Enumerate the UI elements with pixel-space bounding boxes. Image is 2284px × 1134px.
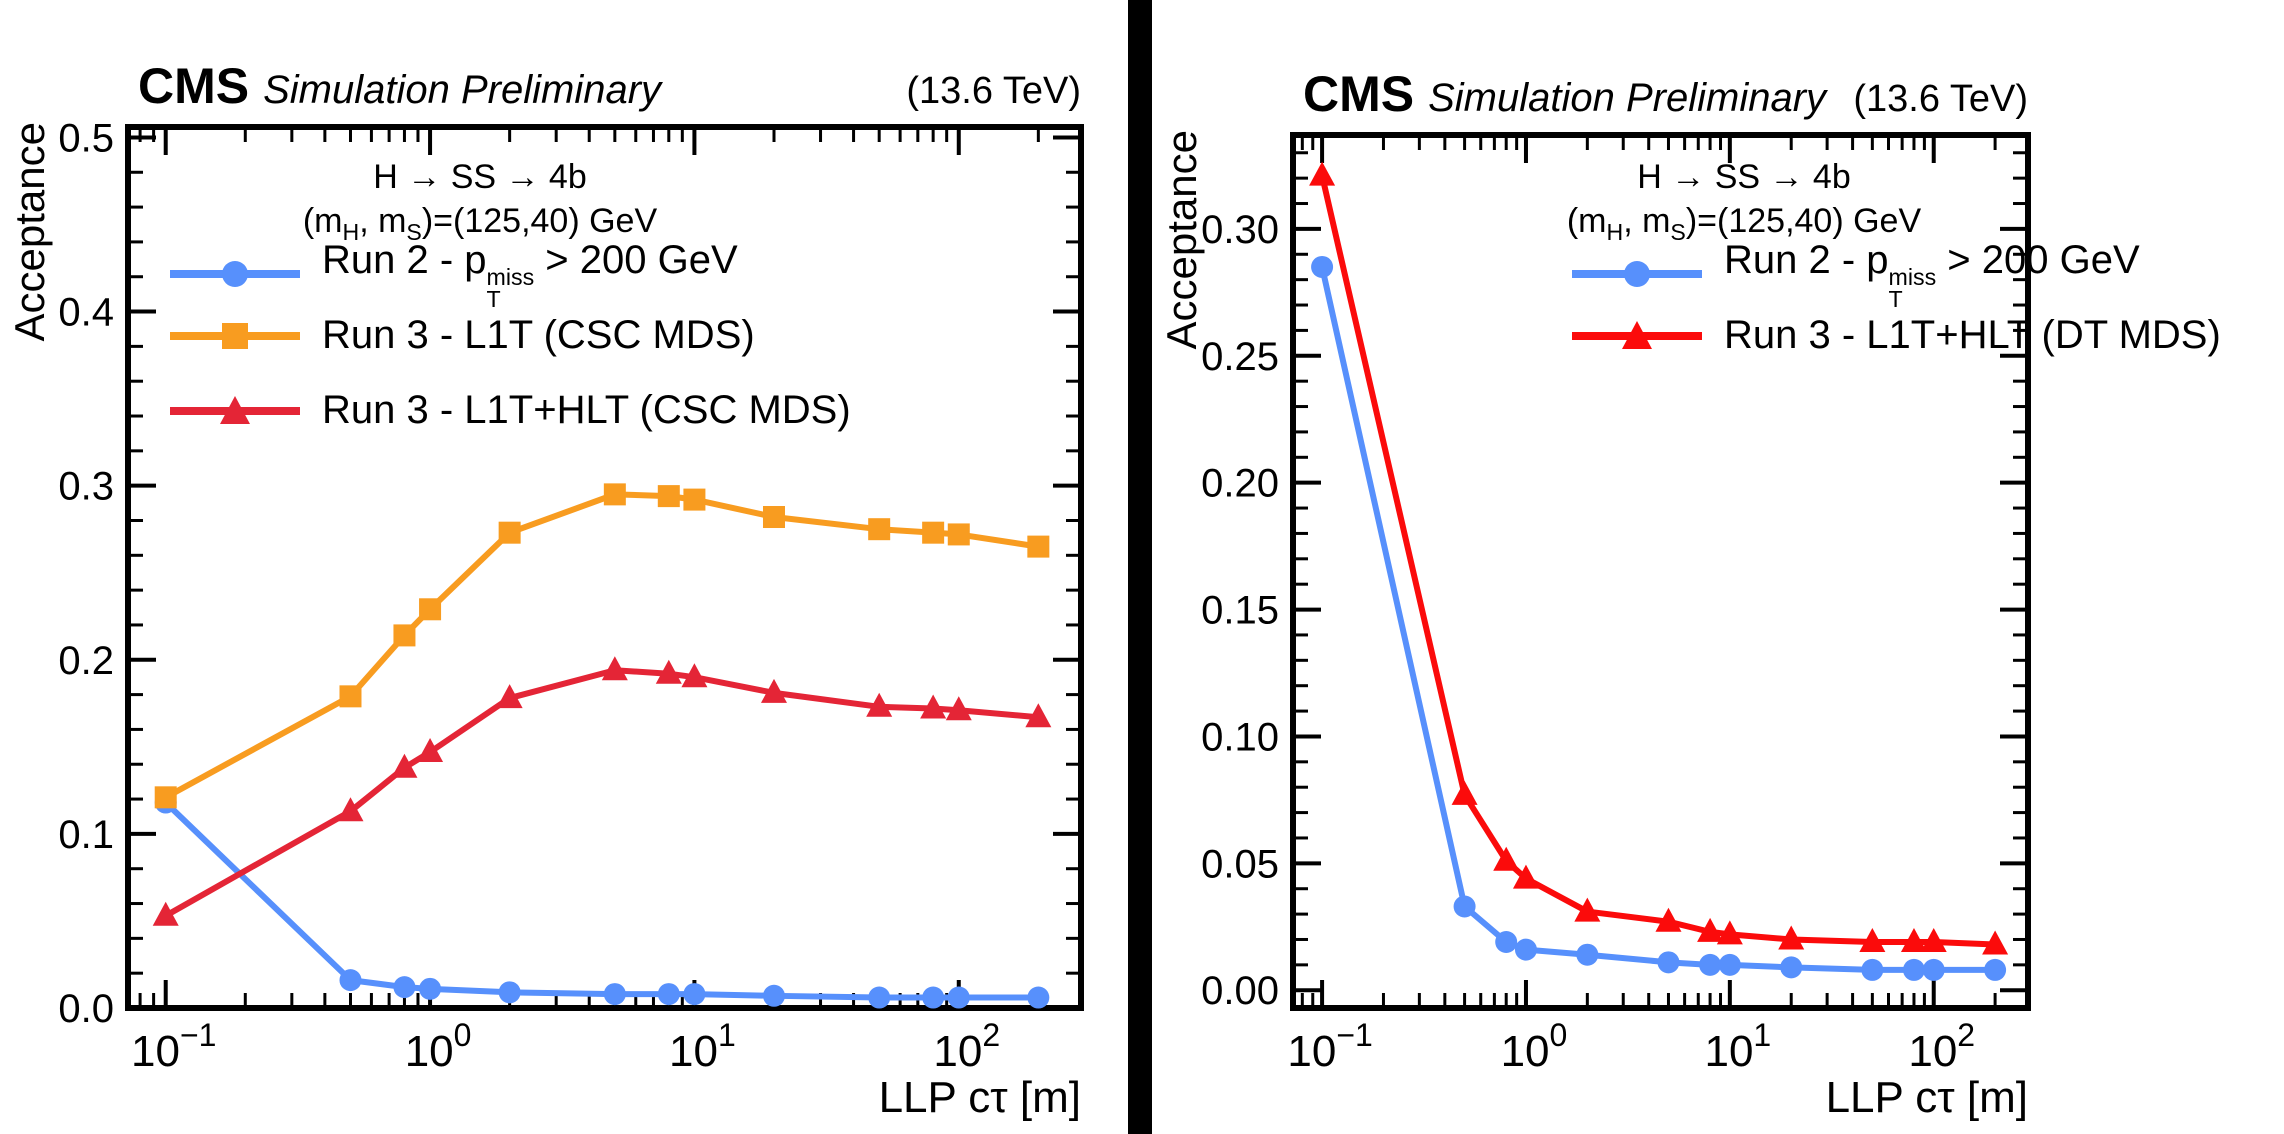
legend-label-run3-l1t-csc: Run 3 - L1T (CSC MDS) xyxy=(322,313,755,357)
pt-miss-stack: miss T xyxy=(486,263,535,312)
plot-frame xyxy=(1290,132,2031,1011)
series-markers-run3-l1t-hlt-csc xyxy=(152,656,1052,926)
x-tick-label: 102 xyxy=(933,1017,1000,1076)
legend-marker-circle-icon xyxy=(170,260,300,287)
pt-miss-stack: miss T xyxy=(1888,263,1937,312)
y-tick-label: 0.10 xyxy=(1201,715,1279,759)
y-tick-label: 0.4 xyxy=(58,291,114,335)
legend-label-run2: Run 2 - p miss T > 200 GeV xyxy=(1724,238,2140,312)
x-tick-label: 101 xyxy=(1704,1017,1771,1076)
x-tick-label: 100 xyxy=(405,1017,472,1076)
annotation-masses: (mH, mS)=(125,40) GeV xyxy=(302,202,658,245)
legend-marker-triangle-icon xyxy=(1572,320,1702,349)
y-tick-label: 0.30 xyxy=(1201,208,1279,252)
panel-dt-mds: 10−1 100 101 102 0.00 0.05 0.10 0.15 0.20 0.25 0.3… xyxy=(1152,0,2284,1134)
energy-label: (13.6 TeV) xyxy=(906,70,1081,112)
series-line-run2 xyxy=(163,800,1039,1001)
y-tick-label: 0.00 xyxy=(1201,969,1279,1013)
legend-item-run2: Run 2 - p miss T > 200 GeV xyxy=(1572,238,2140,310)
plot-header: CMS Simulation Preliminary xyxy=(138,58,664,114)
x-tick-label: 100 xyxy=(1501,1017,1568,1076)
legend-item-run2: Run 2 - p miss T > 200 GeV xyxy=(170,238,738,310)
plot-canvas: 10−1 100 101 102 0.0 0.1 0.2 0.3 0.4 0.5 CMS Simula… xyxy=(6,58,1084,1122)
legend-label-run3-l1t-hlt-csc: Run 3 - L1T+HLT (CSC MDS) xyxy=(322,388,851,432)
y-tick-label: 0.20 xyxy=(1201,462,1279,506)
panel-csc-mds: 10−1 100 101 102 0.0 0.1 0.2 0.3 0.4 0.5 CMS Simula… xyxy=(0,0,1128,1134)
series-markers-run2 xyxy=(1311,255,2007,981)
series-markers-run2 xyxy=(154,791,1050,1009)
y-tick-label: 0.3 xyxy=(58,465,114,509)
x-tick-label: 102 xyxy=(1908,1017,1975,1076)
y-tick-label: 0.5 xyxy=(58,116,114,160)
x-tick-label: 101 xyxy=(669,1017,736,1076)
series-markers-run3-l1t-hlt-dt xyxy=(1309,161,2009,955)
legend-marker-square-icon xyxy=(170,322,300,349)
legend-label-run2: Run 2 - p miss T > 200 GeV xyxy=(322,238,738,312)
y-tick-label: 0.05 xyxy=(1201,842,1279,886)
x-tick-label: 10−1 xyxy=(1287,1017,1372,1076)
annotation-masses: (mH, mS)=(125,40) GeV xyxy=(1566,202,1922,245)
header-status-label: Simulation Preliminary xyxy=(1428,76,1829,120)
x-tick-label: 10−1 xyxy=(131,1017,216,1076)
y-tick-label: 0.1 xyxy=(58,813,114,857)
header-status-label: Simulation Preliminary xyxy=(263,68,664,112)
plot-header: CMS Simulation Preliminary xyxy=(1303,66,1829,122)
y-tick-label: 0.15 xyxy=(1201,589,1279,633)
legend-item-run3-l1t-hlt-dt: Run 3 - L1T+HLT (DT MDS) xyxy=(1572,313,2221,358)
y-tick-label: 0.2 xyxy=(58,639,114,683)
experiment-label: CMS xyxy=(138,58,249,114)
x-axis-title: LLP cτ [m] xyxy=(1826,1073,2028,1122)
y-axis-title: Acceptance xyxy=(1158,130,1205,349)
series-line-run3-l1t-csc xyxy=(164,491,1039,800)
panel-divider xyxy=(1128,0,1152,1134)
plot-frame xyxy=(125,124,1084,1011)
y-axis-title: Acceptance xyxy=(6,122,53,341)
legend-label-run3-l1t-hlt-dt: Run 3 - L1T+HLT (DT MDS) xyxy=(1724,313,2221,357)
y-tick-label: 0.25 xyxy=(1201,335,1279,379)
annotation-process: H → SS → 4b xyxy=(1637,158,1851,196)
y-tick-label: 0.0 xyxy=(58,987,114,1031)
experiment-label: CMS xyxy=(1303,66,1414,122)
plot-canvas: 10−1 100 101 102 0.00 0.05 0.10 0.15 0.20 0.25 0.3… xyxy=(1158,66,2031,1122)
series-markers-run3-l1t-csc xyxy=(154,483,1050,809)
legend-item-run3-l1t-hlt-csc: Run 3 - L1T+HLT (CSC MDS) xyxy=(170,388,851,433)
energy-label: (13.6 TeV) xyxy=(1853,78,2028,120)
legend-marker-triangle-icon xyxy=(170,395,300,424)
annotation-process: H → SS → 4b xyxy=(373,158,587,196)
legend-marker-circle-icon xyxy=(1572,260,1702,287)
legend-item-run3-l1t-csc: Run 3 - L1T (CSC MDS) xyxy=(170,313,755,358)
series-line-run3-l1t-hlt-csc xyxy=(164,667,1039,919)
x-axis-title: LLP cτ [m] xyxy=(879,1073,1081,1122)
